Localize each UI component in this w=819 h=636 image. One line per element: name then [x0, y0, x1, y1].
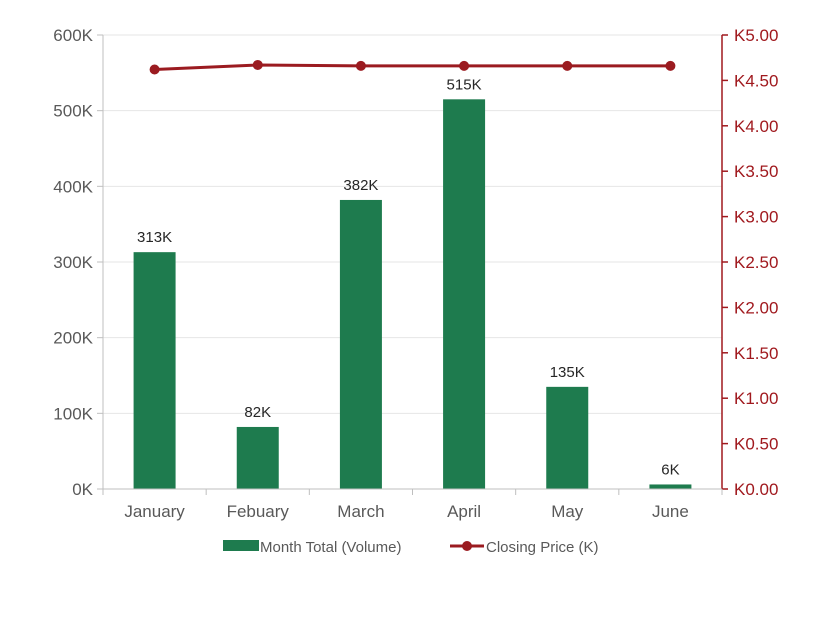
legend-volume-label: Month Total (Volume) — [260, 539, 401, 556]
y-right-tick-label: K1.00 — [734, 389, 778, 408]
closing-price-line — [149, 59, 676, 75]
gridlines — [103, 34, 722, 414]
y-left-tick-label: 300K — [53, 253, 93, 272]
y-left-tick-label: 500K — [53, 102, 93, 121]
y-right-tick-label: K2.00 — [734, 298, 778, 317]
legend-price-label: Closing Price (K) — [486, 539, 599, 556]
legend-price-marker — [462, 541, 472, 551]
closing-price-point — [459, 60, 470, 71]
y-left-tick-label: 400K — [53, 177, 93, 196]
y-right-tick-label: K0.50 — [734, 435, 778, 454]
y-right-tick-label: K3.00 — [734, 208, 778, 227]
legend: Month Total (Volume) Closing Price (K) — [223, 539, 599, 556]
closing-price-path — [154, 63, 671, 72]
legend-volume-swatch — [223, 540, 259, 551]
y-left-tick-label: 600K — [53, 26, 93, 45]
x-tick-label: June — [652, 502, 689, 521]
y-left-tick-label: 100K — [53, 404, 93, 423]
bar-january — [133, 252, 176, 489]
bar-june — [649, 484, 692, 489]
closing-price-point — [252, 59, 263, 70]
bar-data-label: 82K — [244, 404, 271, 421]
y-right-tick-label: K4.00 — [734, 117, 778, 136]
bar-data-label: 515K — [447, 76, 482, 93]
y-right-tick-label: K4.50 — [734, 71, 778, 90]
y-right-tick-label: K1.50 — [734, 344, 778, 363]
closing-price-point — [562, 60, 573, 71]
bar-april — [443, 99, 486, 490]
x-tick-label: January — [124, 502, 185, 521]
y-right-tick-label: K5.00 — [734, 26, 778, 45]
y-left-tick-label: 0K — [72, 480, 93, 499]
x-tick-label: May — [551, 502, 584, 521]
bar-may — [546, 386, 589, 489]
bar-data-label: 6K — [661, 461, 679, 478]
closing-price-point — [665, 60, 676, 71]
y-right-tick-label: K3.50 — [734, 162, 778, 181]
bar-data-label: 382K — [343, 177, 378, 194]
x-tick-label: March — [337, 502, 384, 521]
bar-data-labels: 313K 82K 382K 515K 135K 6K — [137, 76, 680, 478]
closing-price-point — [355, 60, 366, 71]
x-tick-label: Febuary — [227, 502, 290, 521]
bar-febuary — [236, 426, 279, 489]
y-left-tick-label: 200K — [53, 329, 93, 348]
axes: 0K 100K 200K 300K 400K 500K 600K K0.00 K0.50 K1.0… — [53, 26, 778, 521]
bar-march — [339, 199, 382, 489]
x-tick-label: April — [447, 502, 481, 521]
bar-data-label: 135K — [550, 364, 585, 381]
closing-price-point — [149, 64, 160, 75]
volume-bars — [133, 99, 692, 490]
bar-data-label: 313K — [137, 229, 172, 246]
y-right-tick-label: K2.50 — [734, 253, 778, 272]
y-right-tick-label: K0.00 — [734, 480, 778, 499]
